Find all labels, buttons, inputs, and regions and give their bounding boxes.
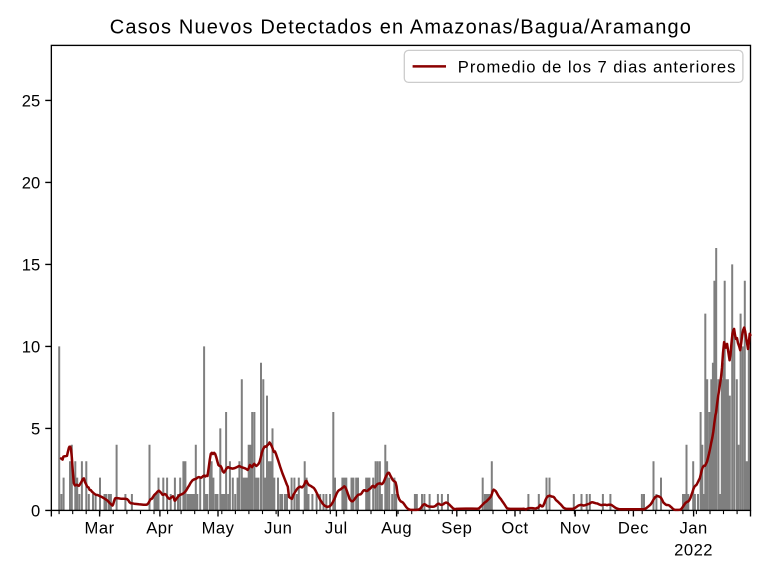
svg-text:Casos Nuevos Detectados en Ama: Casos Nuevos Detectados en Amazonas/Bagu… [110,17,692,39]
svg-text:May: May [202,519,235,538]
svg-text:Jun: Jun [264,519,292,538]
svg-text:10: 10 [22,337,40,356]
svg-text:Nov: Nov [560,519,591,538]
svg-text:5: 5 [31,419,40,438]
svg-text:Jul: Jul [325,519,348,538]
svg-text:15: 15 [22,255,40,274]
svg-text:20: 20 [22,173,40,192]
svg-text:Dec: Dec [618,519,649,538]
svg-text:Aug: Aug [381,519,412,538]
svg-text:25: 25 [22,91,40,110]
svg-text:Mar: Mar [85,519,115,538]
svg-text:Jan: Jan [679,519,707,538]
svg-text:2022: 2022 [674,541,713,560]
svg-text:Sep: Sep [441,519,472,538]
svg-text:Promedio de los 7 dias anterio: Promedio de los 7 dias anteriores [458,57,737,76]
svg-text:Oct: Oct [501,519,528,538]
svg-text:Apr: Apr [146,519,173,538]
svg-text:0: 0 [31,501,40,520]
